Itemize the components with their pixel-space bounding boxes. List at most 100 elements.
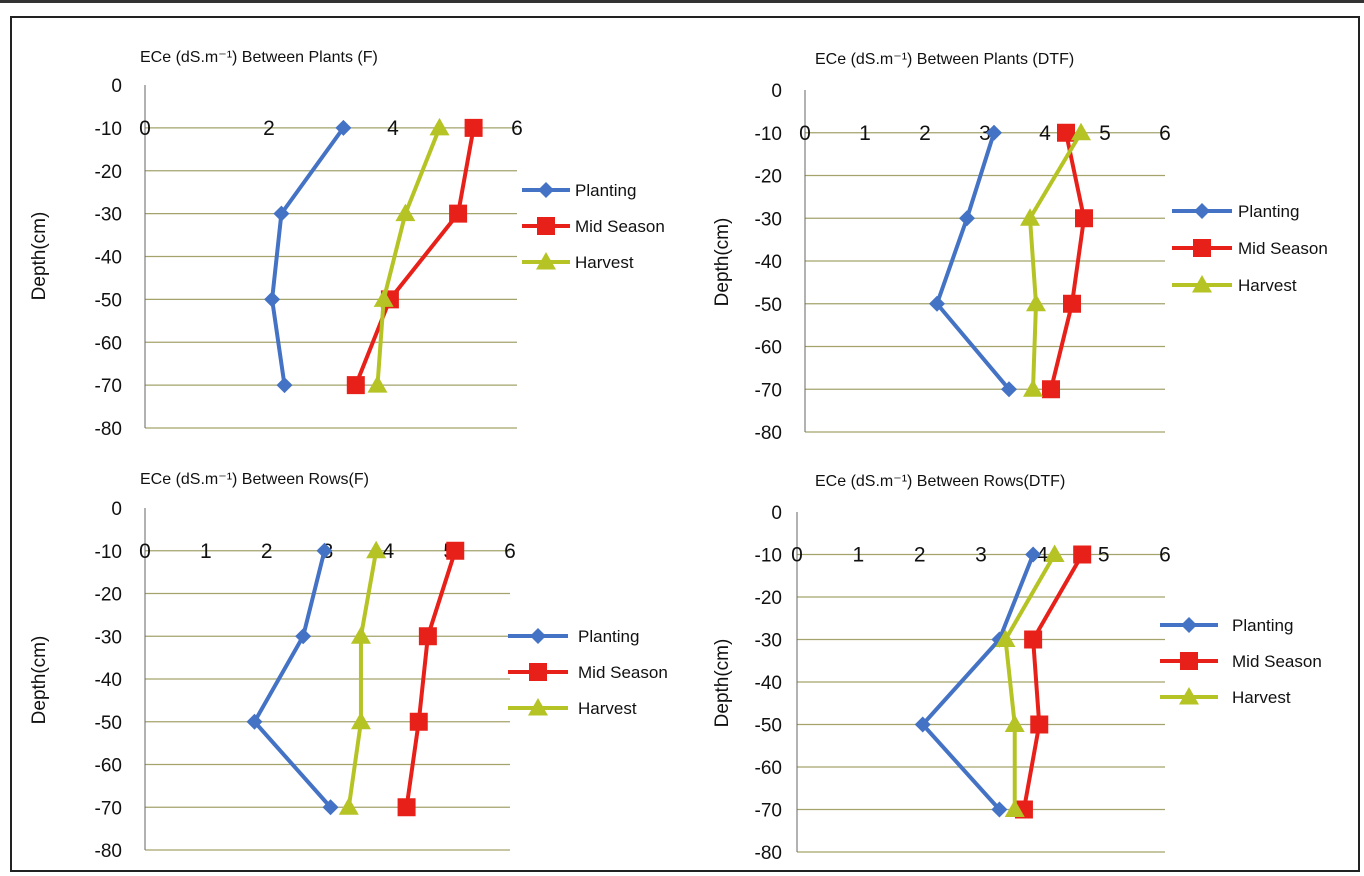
y-tick-label: -60 <box>95 756 122 777</box>
x-tick-label: 3 <box>979 122 991 145</box>
series-line <box>346 550 379 808</box>
data-point <box>346 376 365 395</box>
y-tick-label: -60 <box>755 338 782 359</box>
legend-label: Planting <box>575 181 636 200</box>
data-point <box>986 124 1002 141</box>
y-tick-label: -70 <box>95 798 122 819</box>
data-point <box>1023 379 1043 397</box>
top-rule <box>0 0 1364 3</box>
data-point <box>1004 714 1025 732</box>
data-point <box>991 801 1008 818</box>
data-point <box>1004 799 1025 817</box>
legend-swatch-marker <box>537 217 555 235</box>
x-tick-label: 3 <box>975 544 987 567</box>
legend-swatch-marker <box>1193 239 1211 257</box>
data-point <box>1075 209 1093 228</box>
series-line <box>252 550 333 809</box>
x-tick-label: 6 <box>1159 122 1171 145</box>
data-point <box>464 118 483 137</box>
data-point <box>1044 544 1065 562</box>
x-tick-label: 2 <box>914 544 926 567</box>
legend-swatch-marker <box>1179 687 1199 705</box>
y-tick-label: -80 <box>95 419 122 440</box>
x-tick-label: 5 <box>1099 122 1111 145</box>
data-point <box>914 716 931 733</box>
y-tick-label: -50 <box>95 713 122 734</box>
data-point <box>276 377 293 394</box>
chart-title: ECe (dS.m⁻¹) Between Rows(F) <box>140 471 369 488</box>
y-tick-label: -20 <box>755 167 782 188</box>
data-point <box>246 713 263 730</box>
data-point <box>273 205 290 222</box>
legend-swatch-marker <box>1194 203 1210 219</box>
x-tick-label: 0 <box>799 122 811 145</box>
y-axis-label: Depth(cm) <box>29 636 50 725</box>
data-point <box>449 204 468 223</box>
legend-swatch-marker <box>1181 617 1197 633</box>
data-point <box>1057 123 1075 142</box>
y-tick-label: -10 <box>755 546 782 567</box>
x-tick-label: 4 <box>382 540 394 563</box>
x-tick-label: 1 <box>852 544 864 567</box>
y-axis-label: Depth(cm) <box>712 218 733 307</box>
data-point <box>959 210 975 227</box>
x-tick-label: 5 <box>1098 544 1110 567</box>
y-tick-label: -30 <box>755 209 782 230</box>
chart-title: ECe (dS.m⁻¹) Between Plants (DTF) <box>815 51 1074 68</box>
y-tick-label: -80 <box>95 841 122 862</box>
data-point <box>1001 381 1017 398</box>
data-point <box>418 627 437 646</box>
x-tick-label: 4 <box>387 117 399 140</box>
data-point <box>322 799 339 816</box>
y-tick-label: -50 <box>755 716 782 737</box>
legend-swatch-marker <box>538 182 554 198</box>
legend-swatch-marker <box>529 663 547 681</box>
y-tick-label: -30 <box>95 627 122 648</box>
x-tick-label: 0 <box>139 117 151 140</box>
y-tick-label: -80 <box>755 843 782 864</box>
data-point <box>1071 122 1091 141</box>
series-line <box>404 550 458 808</box>
legend-label: Harvest <box>1238 276 1297 295</box>
legend-label: Harvest <box>1232 688 1291 707</box>
legend-label: Mid Season <box>1232 652 1322 671</box>
series-line <box>1049 132 1086 390</box>
x-tick-label: 6 <box>1159 544 1171 567</box>
data-point <box>367 375 388 393</box>
y-tick-label: -10 <box>95 119 122 140</box>
data-point <box>295 628 312 645</box>
y-tick-label: -60 <box>755 758 782 779</box>
y-tick-label: -10 <box>95 542 122 563</box>
y-tick-label: 0 <box>771 503 782 524</box>
y-tick-label: -20 <box>95 585 122 606</box>
legend-label: Mid Season <box>1238 239 1328 258</box>
data-point <box>338 797 359 815</box>
y-tick-label: -30 <box>95 205 122 226</box>
data-point <box>1025 546 1042 563</box>
series-line <box>920 553 1035 811</box>
data-point <box>1030 715 1049 734</box>
x-tick-label: 6 <box>511 117 523 140</box>
y-tick-label: -40 <box>755 673 782 694</box>
y-tick-label: -70 <box>95 376 122 397</box>
x-tick-label: 4 <box>1039 122 1051 145</box>
data-point <box>366 540 387 559</box>
x-tick-label: 1 <box>859 122 871 145</box>
y-tick-label: -80 <box>755 423 782 444</box>
series-line <box>1021 553 1084 810</box>
y-tick-label: 0 <box>111 499 122 520</box>
data-point <box>350 626 371 644</box>
data-point <box>995 629 1016 647</box>
legend-label: Planting <box>578 627 639 646</box>
data-point <box>1042 380 1060 399</box>
y-tick-label: -20 <box>755 588 782 609</box>
data-point <box>335 119 352 136</box>
legend-label: Planting <box>1232 616 1293 635</box>
figure-frame <box>10 16 1360 872</box>
y-tick-label: -10 <box>755 124 782 145</box>
x-tick-label: 2 <box>919 122 931 145</box>
x-tick-label: 0 <box>791 544 803 567</box>
series-line <box>1003 553 1057 810</box>
x-tick-label: 2 <box>263 117 275 140</box>
